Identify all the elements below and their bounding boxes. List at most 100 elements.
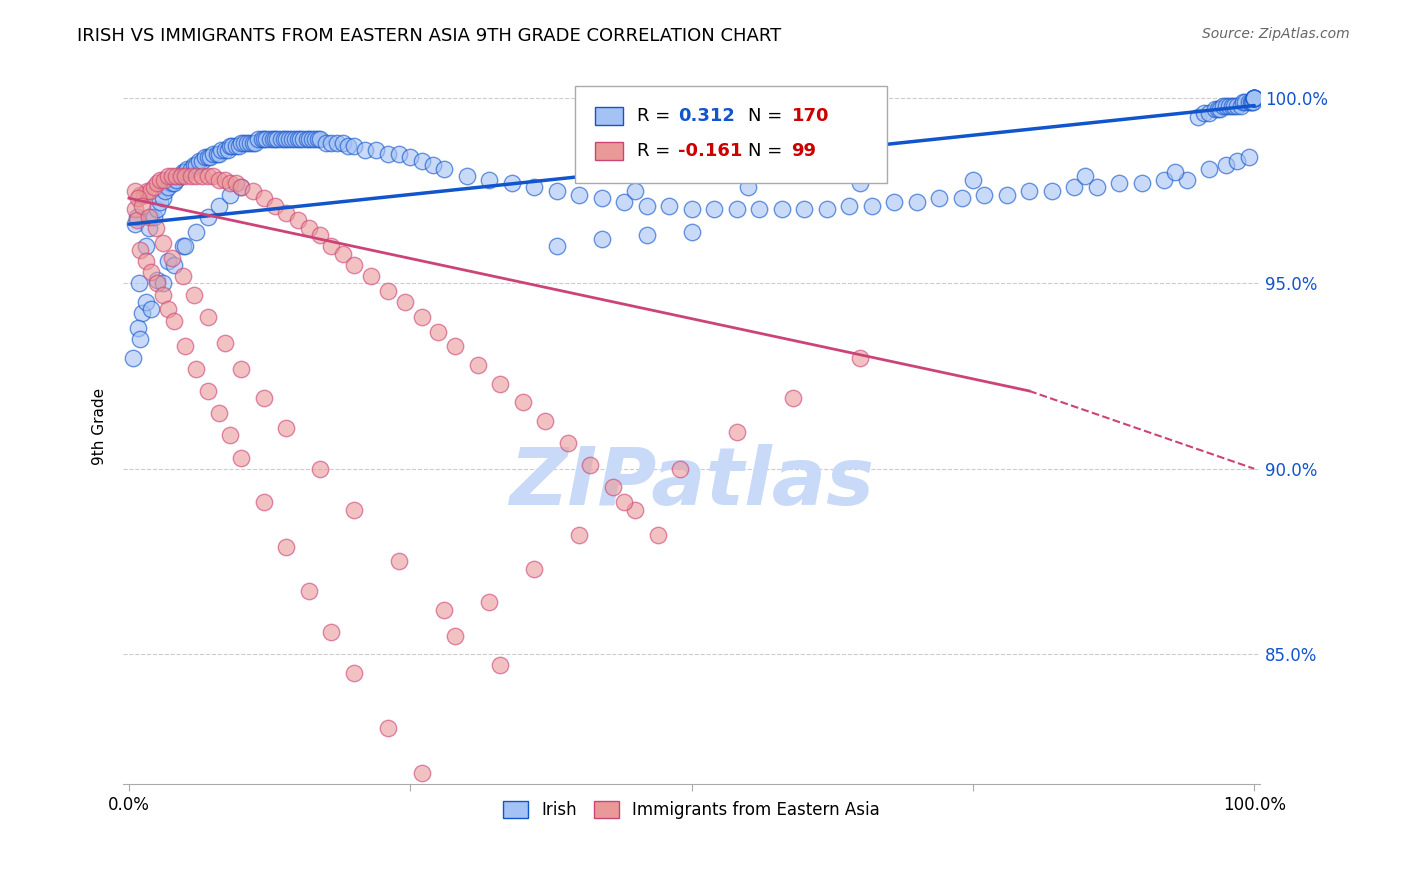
Text: 170: 170 bbox=[792, 107, 830, 126]
Point bbox=[208, 406, 231, 420]
Point bbox=[332, 247, 354, 261]
Point bbox=[354, 143, 377, 157]
Point bbox=[276, 206, 298, 220]
Point bbox=[523, 180, 546, 194]
Point bbox=[1226, 154, 1249, 169]
Point bbox=[1215, 158, 1237, 172]
Point bbox=[125, 213, 148, 227]
Point bbox=[225, 177, 247, 191]
Point bbox=[198, 151, 221, 165]
Point bbox=[183, 158, 205, 172]
Point bbox=[444, 339, 467, 353]
Point bbox=[221, 139, 243, 153]
Point bbox=[377, 284, 399, 298]
Point bbox=[219, 139, 242, 153]
Point bbox=[149, 172, 172, 186]
Point bbox=[1218, 98, 1240, 112]
Point bbox=[250, 132, 273, 146]
Point bbox=[236, 136, 259, 150]
Point bbox=[217, 143, 239, 157]
Point bbox=[360, 268, 382, 283]
Point bbox=[669, 461, 692, 475]
Point bbox=[1187, 110, 1209, 124]
Point bbox=[321, 624, 343, 639]
Text: IRISH VS IMMIGRANTS FROM EASTERN ASIA 9TH GRADE CORRELATION CHART: IRISH VS IMMIGRANTS FROM EASTERN ASIA 9T… bbox=[77, 27, 782, 45]
Point bbox=[125, 210, 148, 224]
Point bbox=[315, 136, 337, 150]
Point bbox=[1198, 106, 1220, 120]
Point bbox=[228, 139, 250, 153]
Point bbox=[681, 225, 703, 239]
Point bbox=[343, 258, 366, 272]
Point bbox=[174, 239, 197, 253]
Point bbox=[231, 180, 253, 194]
Point bbox=[883, 194, 905, 209]
Point bbox=[1243, 91, 1265, 105]
Point bbox=[444, 628, 467, 642]
Point bbox=[170, 169, 193, 183]
Point bbox=[1215, 98, 1237, 112]
Point bbox=[1209, 103, 1232, 117]
Point bbox=[191, 154, 214, 169]
Point bbox=[1226, 98, 1249, 112]
Point bbox=[209, 143, 232, 157]
Point bbox=[557, 435, 579, 450]
Point bbox=[1130, 177, 1153, 191]
Point bbox=[253, 191, 276, 205]
Point bbox=[725, 202, 748, 217]
Point bbox=[253, 495, 276, 509]
Point bbox=[135, 239, 157, 253]
Point bbox=[277, 132, 299, 146]
Point bbox=[247, 132, 270, 146]
Point bbox=[254, 132, 277, 146]
Point bbox=[377, 721, 399, 735]
Text: Source: ZipAtlas.com: Source: ZipAtlas.com bbox=[1202, 27, 1350, 41]
Point bbox=[138, 220, 160, 235]
Point bbox=[157, 169, 180, 183]
Point bbox=[860, 199, 883, 213]
Point bbox=[152, 235, 174, 250]
Point bbox=[127, 321, 149, 335]
Point bbox=[153, 172, 176, 186]
Point bbox=[146, 177, 169, 191]
Point bbox=[142, 210, 165, 224]
Point bbox=[141, 210, 163, 224]
Point bbox=[287, 132, 309, 146]
Point bbox=[205, 146, 228, 161]
Point bbox=[172, 165, 194, 179]
Point bbox=[131, 306, 153, 320]
Point bbox=[394, 295, 416, 310]
Point bbox=[681, 202, 703, 217]
Point bbox=[186, 225, 208, 239]
Point bbox=[276, 132, 298, 146]
Point bbox=[602, 480, 624, 494]
Bar bbox=[595, 142, 623, 160]
Point bbox=[264, 132, 287, 146]
Point bbox=[725, 425, 748, 439]
Point bbox=[231, 180, 253, 194]
Point bbox=[388, 554, 411, 568]
Point bbox=[128, 277, 150, 291]
Point bbox=[427, 325, 450, 339]
Point bbox=[264, 199, 287, 213]
Point bbox=[1243, 91, 1265, 105]
Point bbox=[259, 132, 281, 146]
Point bbox=[202, 146, 225, 161]
Point bbox=[467, 358, 489, 372]
Point bbox=[202, 169, 225, 183]
Point bbox=[433, 161, 456, 176]
Bar bbox=[595, 108, 623, 126]
Point bbox=[905, 194, 928, 209]
Point bbox=[141, 265, 163, 279]
Point bbox=[1243, 91, 1265, 105]
Point bbox=[139, 184, 162, 198]
Text: ZIPatlas: ZIPatlas bbox=[509, 444, 875, 523]
Point bbox=[523, 562, 546, 576]
Point bbox=[276, 421, 298, 435]
Point bbox=[172, 268, 194, 283]
Point bbox=[174, 339, 197, 353]
Point bbox=[153, 184, 176, 198]
Point bbox=[321, 136, 343, 150]
Point bbox=[169, 169, 191, 183]
Point bbox=[163, 177, 186, 191]
